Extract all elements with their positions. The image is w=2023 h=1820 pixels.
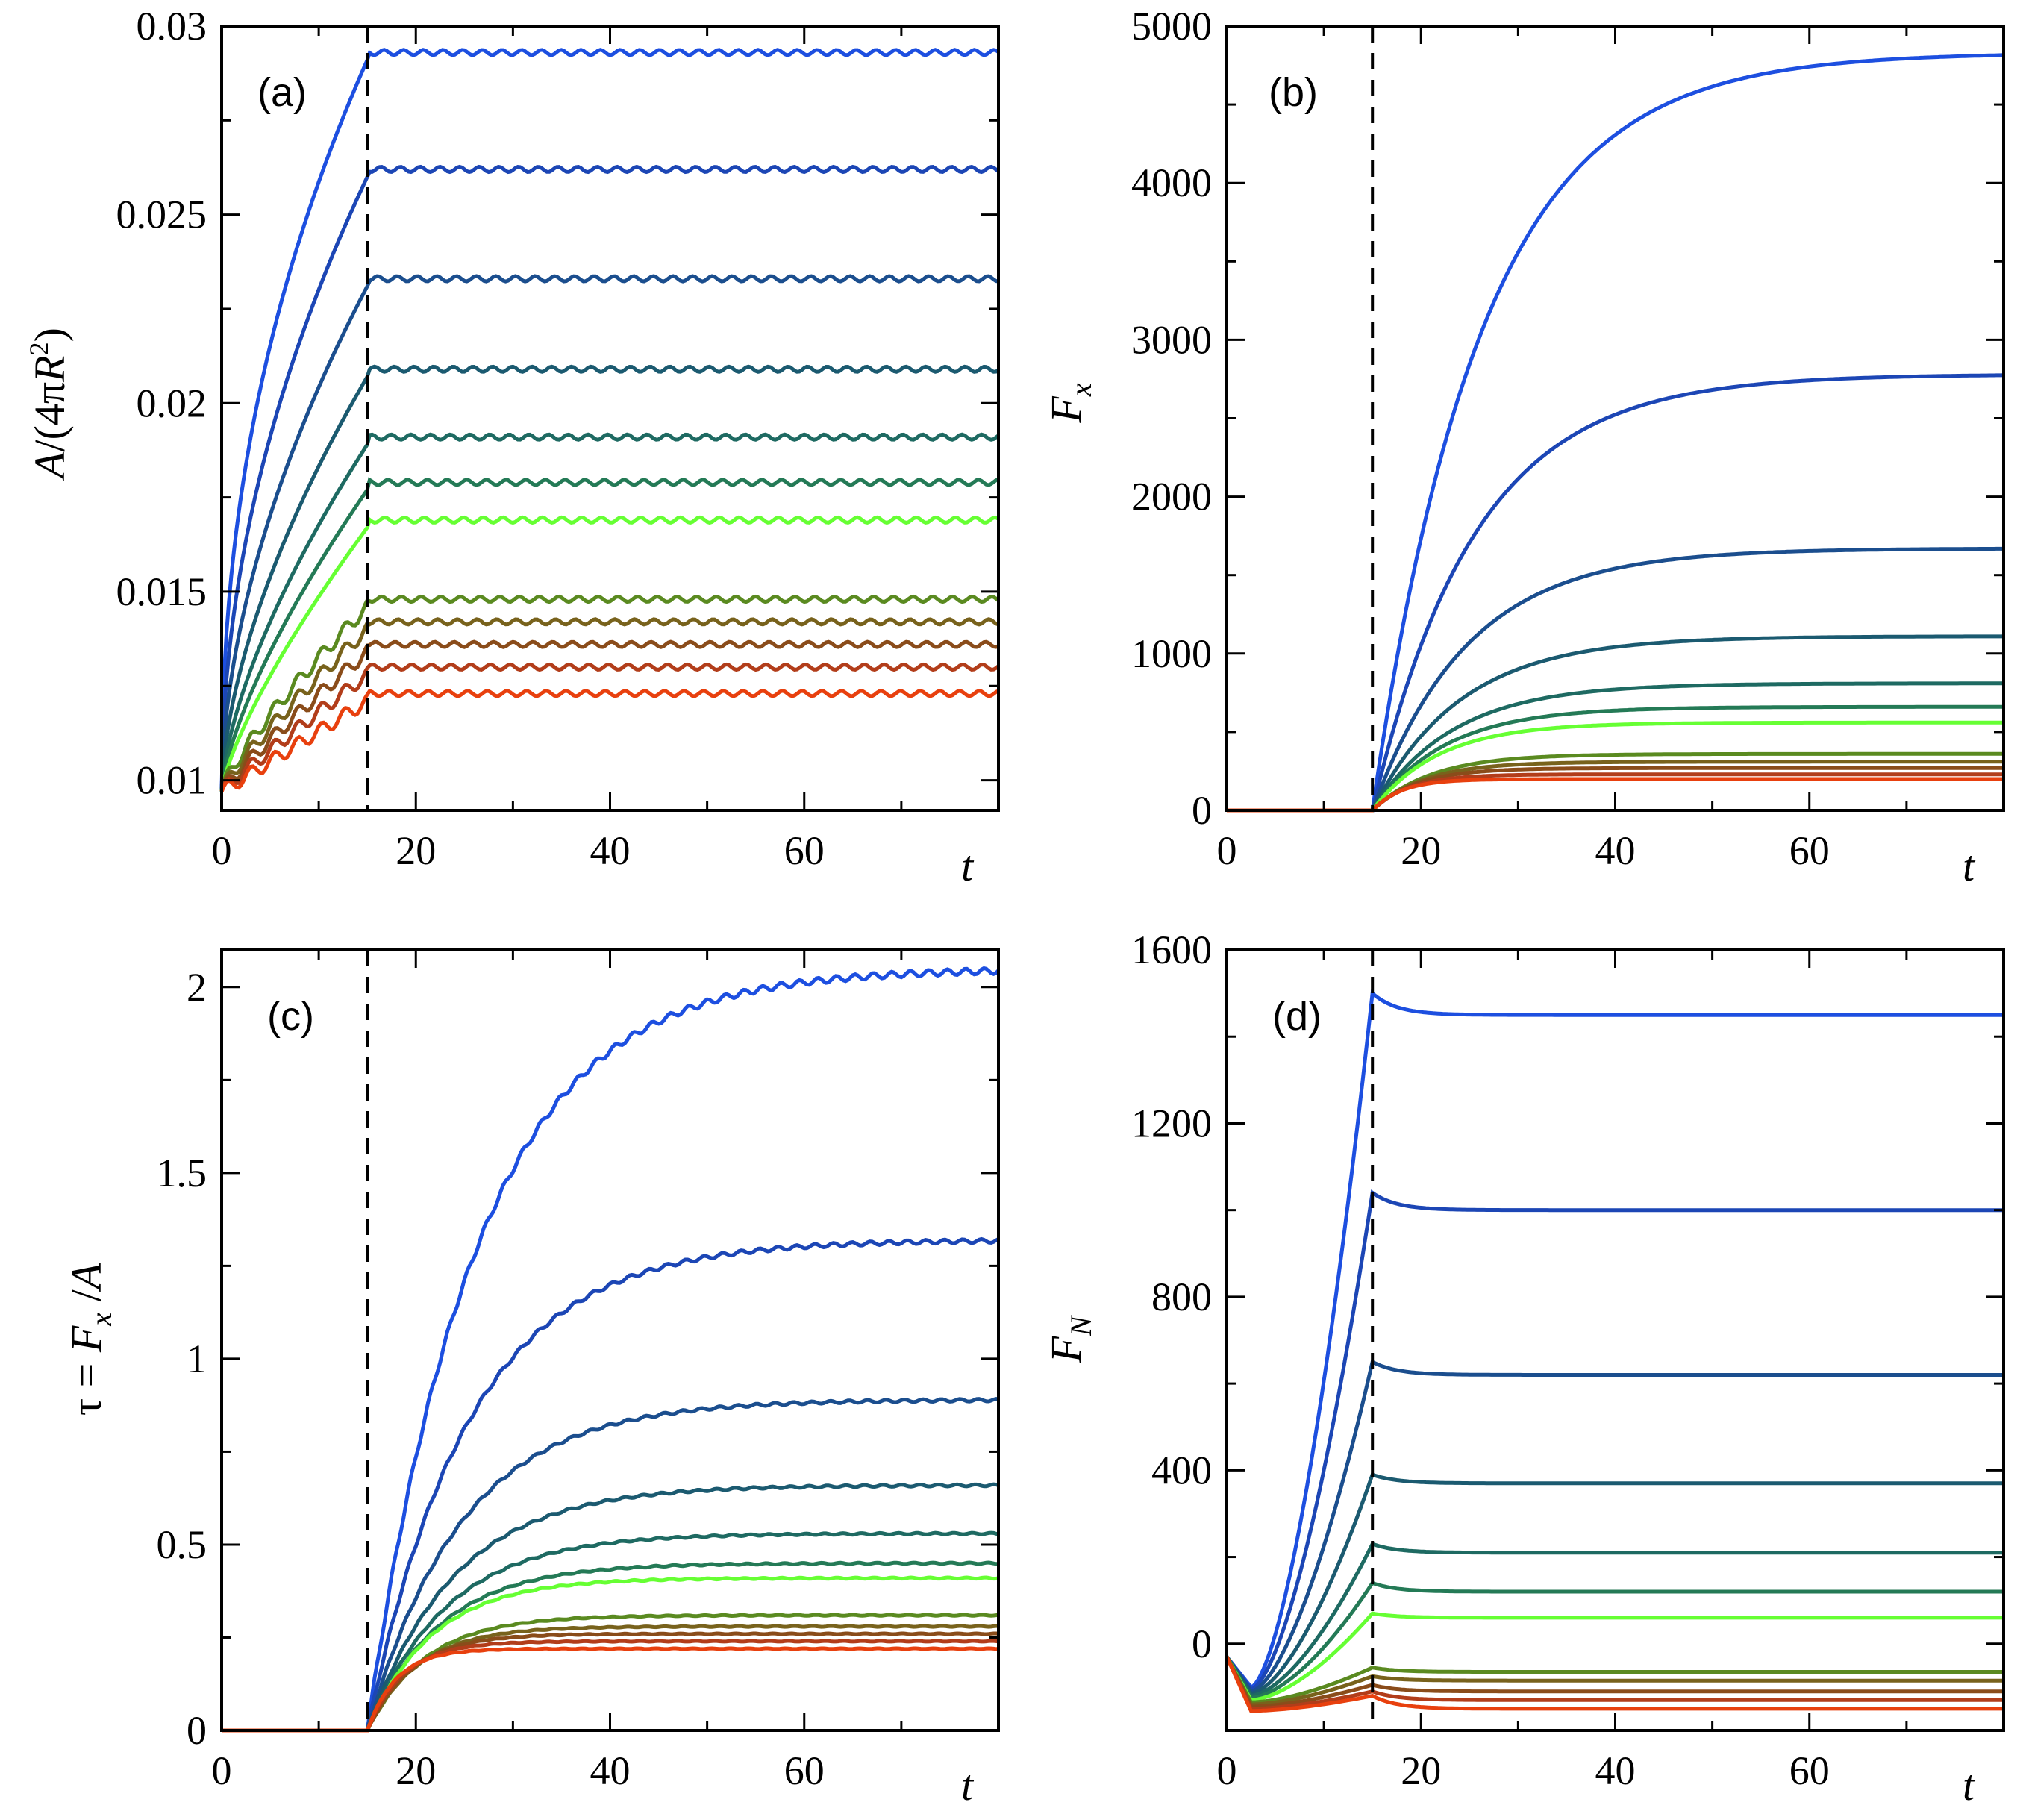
panel-d-series-8 <box>1225 1656 2004 1704</box>
panel-b-xtick-label: 60 <box>1789 828 1830 873</box>
panel-a-series-5 <box>219 432 1000 792</box>
panel-a: 0 20 40 60 0.01 0.015 0.02 0.025 0.03 (a) t A/(4… <box>24 4 1000 890</box>
panel-b-ylabel: Fx <box>1042 383 1098 423</box>
panel-a-series-11 <box>219 662 1000 792</box>
panel-c-xlabel: t <box>961 1761 975 1810</box>
panel-a-series-4 <box>219 364 1000 792</box>
panel-d-xtick-label: 40 <box>1595 1748 1636 1793</box>
panel-a-series-6 <box>219 477 999 792</box>
panel-b-xtick-label: 40 <box>1595 828 1636 873</box>
panel-d-xtick-label: 20 <box>1401 1748 1441 1793</box>
panel-a-ytick-label: 0.03 <box>137 4 207 49</box>
panel-a-series-7 <box>219 515 1000 792</box>
panel-b-series-1 <box>1227 53 2004 813</box>
panel-a-xtick-label: 20 <box>395 828 436 873</box>
panel-b-ytick-label: 5000 <box>1131 4 1212 49</box>
panel-d-series-5 <box>1225 1542 2004 1698</box>
panel-d-ylabel: FN <box>1042 1315 1098 1363</box>
panel-c-xtick-label: 0 <box>212 1748 232 1793</box>
panel-a-label: (a) <box>257 70 307 115</box>
panel-c-ylabel: τ = Fx /A <box>62 1263 118 1416</box>
panel-c-xtick-label: 40 <box>590 1748 631 1793</box>
panel-b-ytick-label: 4000 <box>1131 160 1212 205</box>
panel-d-series-2 <box>1225 1189 2004 1692</box>
panel-a-series-2 <box>219 164 1000 792</box>
panel-d-ytick-label: 1600 <box>1131 928 1212 972</box>
panel-b-series-2 <box>1227 373 2004 813</box>
panel-a-ytick-label: 0.025 <box>116 193 207 237</box>
panel-d-series-1 <box>1225 989 2004 1690</box>
panel-a-xtick-label: 60 <box>784 828 825 873</box>
panel-b-ytick-label: 2000 <box>1131 475 1212 519</box>
panel-d-ticks: 0 20 40 60 0 400 800 1200 1600 <box>1131 928 2005 1793</box>
panel-b-series-5 <box>1227 681 2004 813</box>
panel-d-ytick-label: 1200 <box>1131 1101 1212 1145</box>
panel-b-ytick-label: 3000 <box>1131 317 1212 362</box>
panel-d-series-10 <box>1225 1656 2004 1709</box>
panel-d-ytick-label: 400 <box>1151 1448 1212 1492</box>
panel-a-ytick-label: 0.01 <box>137 758 207 803</box>
panel-d-series-11 <box>1225 1656 2004 1711</box>
panel-b-xlabel: t <box>1963 842 1976 890</box>
panel-d-frame <box>1225 948 2005 1732</box>
panel-a-xtick-label: 40 <box>590 828 631 873</box>
panel-a-series-10 <box>219 639 999 792</box>
panel-a-series-3 <box>219 274 999 792</box>
panel-d-series-4 <box>1225 1472 2004 1696</box>
panel-a-xtick-label: 0 <box>212 828 232 873</box>
panel-c-ytick-label: 0 <box>187 1708 207 1753</box>
panel-c-xtick-label: 60 <box>784 1748 825 1793</box>
panel-b-ytick-label: 0 <box>1192 788 1212 833</box>
panel-d-xtick-label: 0 <box>1217 1748 1237 1793</box>
panel-d-ytick-label: 800 <box>1151 1275 1212 1319</box>
panel-c-xtick-label: 20 <box>395 1748 436 1793</box>
panel-a-series-1 <box>219 48 1000 792</box>
panel-d: 0 20 40 60 0 400 800 1200 1600 (d) t FN <box>1042 928 2005 1810</box>
panel-b-label: (b) <box>1269 70 1318 115</box>
panel-c-frame <box>220 948 1000 1732</box>
panel-b: 0 20 40 60 0 1000 2000 3000 4000 5000 (b) t Fx <box>1042 4 2005 890</box>
panel-c-series-4 <box>222 1482 999 1733</box>
panel-a-series-12 <box>219 688 999 792</box>
panel-a-series-8 <box>219 594 1000 792</box>
panel-c-series-7 <box>222 1575 999 1733</box>
panel-c: 0 20 40 60 0 0.5 1 1.5 2 (c) t τ = Fx /A <box>62 948 1000 1810</box>
panel-a-ticks: 0 20 40 60 0.01 0.015 0.02 0.025 0.03 <box>116 4 1000 873</box>
panel-d-ytick-label: 0 <box>1192 1622 1212 1666</box>
panel-d-series-7 <box>1225 1611 2004 1702</box>
panel-c-ytick-label: 1.5 <box>157 1151 207 1195</box>
panel-a-ytick-label: 0.015 <box>116 569 207 614</box>
panel-d-series-3 <box>1225 1359 2004 1694</box>
panel-a-series <box>219 48 1000 792</box>
panel-b-xtick-label: 20 <box>1401 828 1441 873</box>
panel-a-ylabel: A/(4πR2) <box>24 328 74 481</box>
panel-a-series-9 <box>219 617 999 792</box>
panel-b-ytick-label: 1000 <box>1131 631 1212 676</box>
panel-d-series <box>1225 989 2004 1713</box>
panel-c-series-6 <box>222 1560 998 1733</box>
panel-d-xtick-label: 60 <box>1789 1748 1830 1793</box>
panel-c-ytick-label: 0.5 <box>157 1522 207 1567</box>
panel-d-xlabel: t <box>1963 1761 1976 1810</box>
panel-c-ticks: 0 20 40 60 0 0.5 1 1.5 2 <box>157 950 1000 1793</box>
panel-c-series <box>222 966 1000 1733</box>
panel-a-xlabel: t <box>961 842 975 890</box>
panel-c-ytick-label: 1 <box>187 1336 207 1381</box>
panel-b-series <box>1227 53 2004 813</box>
panel-d-series-9 <box>1225 1656 2004 1707</box>
panel-c-ytick-label: 2 <box>187 965 207 1010</box>
panel-a-ytick-label: 0.02 <box>137 381 207 425</box>
panel-d-label: (d) <box>1272 994 1322 1039</box>
panel-c-label: (c) <box>267 994 314 1039</box>
panel-b-ticks: 0 20 40 60 0 1000 2000 3000 4000 5000 <box>1131 4 2005 873</box>
panel-d-series-12 <box>1225 1656 2004 1713</box>
panel-b-xtick-label: 0 <box>1217 828 1237 873</box>
panel-d-series-6 <box>1225 1580 2004 1701</box>
panel-b-series-3 <box>1227 546 2004 813</box>
panel-b-frame <box>1225 25 2005 812</box>
